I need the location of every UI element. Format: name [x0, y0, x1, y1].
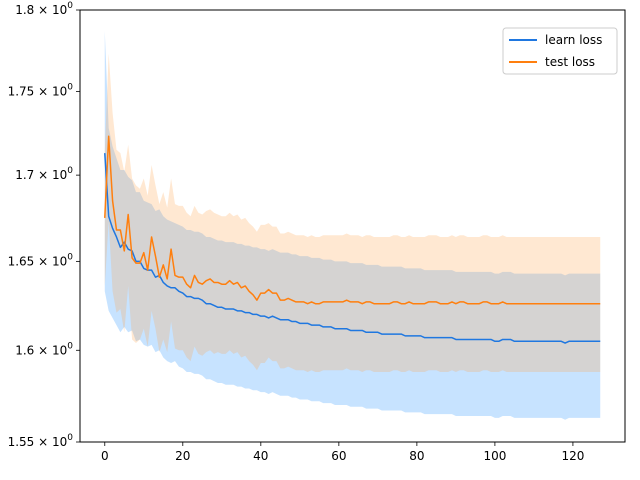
y-tick-label: 1.8 × 100 [15, 1, 73, 17]
series-line-test-loss [104, 135, 601, 305]
x-tick-label: 60 [331, 449, 346, 463]
band-layer [104, 30, 601, 420]
legend: learn loss test loss [502, 27, 618, 75]
x-tick-label: 0 [101, 449, 109, 463]
y-tick-mantissa: 1.7 × 10 [15, 168, 67, 182]
x-tick-label: 80 [409, 449, 424, 463]
y-tick-mantissa: 1.6 × 10 [15, 343, 67, 357]
y-tick-label: 1.6 × 100 [15, 341, 73, 357]
legend-label: test loss [545, 55, 595, 69]
y-tick-mantissa: 1.8 × 10 [15, 3, 67, 17]
band-learn-loss [104, 30, 601, 420]
y-tick-label: 1.7 × 100 [15, 166, 73, 182]
y-tick-exponent: 0 [67, 166, 73, 176]
y-tick-exponent: 0 [67, 1, 73, 11]
y-tick-exponent: 0 [67, 433, 73, 443]
y-tick-mantissa: 1.55 × 10 [8, 435, 68, 449]
x-tick-label: 20 [175, 449, 190, 463]
plot-frame [79, 9, 626, 443]
band-test-loss [104, 53, 601, 373]
y-tick-mantissa: 1.65 × 10 [8, 254, 68, 268]
y-tick-label: 1.55 × 100 [8, 433, 74, 449]
x-tick-label: 120 [561, 449, 584, 463]
legend-label: learn loss [545, 33, 602, 47]
x-tick-label: 40 [253, 449, 268, 463]
y-tick-label: 1.75 × 100 [8, 82, 74, 98]
y-tick-exponent: 0 [67, 82, 73, 92]
y-tick-exponent: 0 [67, 252, 73, 262]
y-tick-label: 1.65 × 100 [8, 252, 74, 268]
series-line-learn-loss [104, 153, 601, 344]
x-axis: 0 20 40 60 80 100 120 [101, 442, 584, 463]
x-tick-label: 100 [483, 449, 506, 463]
y-tick-mantissa: 1.75 × 10 [8, 84, 68, 98]
line-layer [104, 135, 601, 344]
y-tick-exponent: 0 [67, 341, 73, 351]
